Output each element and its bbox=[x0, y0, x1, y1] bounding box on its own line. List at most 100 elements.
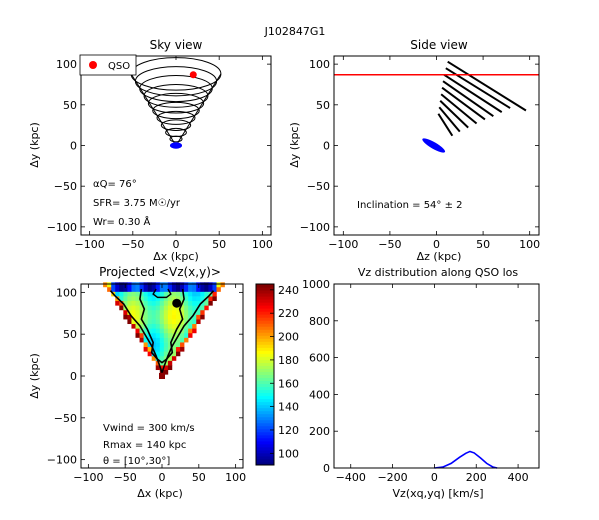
heatmap-cell bbox=[171, 305, 177, 311]
heatmap-cell bbox=[135, 323, 140, 329]
heatmap-cell bbox=[220, 282, 225, 288]
side-view-xtick-label: 50 bbox=[476, 238, 490, 251]
heatmap-cell bbox=[188, 323, 193, 329]
heatmap-cell bbox=[196, 286, 201, 292]
projected-vz-xlabel: Δx (kpc) bbox=[137, 487, 183, 500]
side-view-xtick-label: 0 bbox=[433, 238, 440, 251]
heatmap-cell bbox=[175, 337, 181, 343]
heatmap-cell bbox=[196, 319, 201, 325]
wind-line bbox=[447, 60, 527, 112]
colorbar-segment bbox=[256, 335, 274, 339]
heatmap-cell bbox=[167, 355, 173, 361]
legend-box bbox=[79, 54, 137, 76]
heatmap-cell bbox=[171, 282, 177, 288]
heatmap-cell bbox=[147, 309, 152, 315]
heatmap-cell bbox=[163, 282, 169, 288]
heatmap-cell bbox=[204, 282, 209, 288]
heatmap-cell bbox=[127, 314, 132, 320]
colorbar-segment bbox=[256, 422, 274, 427]
heatmap-cell bbox=[171, 296, 177, 302]
vz-distribution-line bbox=[434, 450, 498, 469]
heatmap-cell bbox=[192, 328, 197, 334]
heatmap-cell bbox=[115, 300, 120, 306]
legend-label: QSO bbox=[108, 61, 130, 72]
heatmap-cell bbox=[159, 305, 165, 311]
heatmap-cell bbox=[147, 319, 152, 325]
heatmap-cell bbox=[167, 351, 173, 357]
heatmap-cell bbox=[167, 360, 173, 366]
colorbar-segment bbox=[256, 461, 274, 466]
colorbar-segment bbox=[256, 353, 274, 357]
side-view-ytick-label: 100 bbox=[309, 58, 330, 71]
heatmap-cell bbox=[131, 282, 136, 288]
galaxy-disk bbox=[169, 142, 183, 149]
vz-distribution-xlabel: Vz(xq,yq) [km/s] bbox=[393, 487, 484, 500]
heatmap-cell bbox=[155, 346, 161, 352]
cone-ring bbox=[160, 119, 192, 131]
heatmap-cell bbox=[155, 296, 161, 302]
heatmap-cell bbox=[184, 337, 189, 343]
heatmap-cell bbox=[143, 286, 148, 292]
projected-vz-ylabel: Δy (kpc) bbox=[28, 353, 41, 399]
heatmap-cell bbox=[175, 282, 181, 288]
heatmap-cell bbox=[188, 305, 193, 311]
heatmap-cell bbox=[139, 332, 144, 338]
heatmap-cell bbox=[175, 286, 181, 292]
heatmap-cell bbox=[115, 291, 120, 297]
rmax-annotation: Rmax = 140 kpc bbox=[103, 440, 186, 451]
heatmap-cell bbox=[155, 351, 161, 357]
heatmap-cell bbox=[200, 300, 205, 306]
heatmap-cell bbox=[147, 282, 152, 288]
heatmap-cell bbox=[204, 300, 209, 306]
heatmap-cell bbox=[184, 286, 189, 292]
heatmap-cell bbox=[159, 346, 165, 352]
heatmap-cell bbox=[167, 309, 173, 315]
legend-marker bbox=[89, 61, 97, 69]
heatmap-cell bbox=[135, 286, 140, 292]
colorbar-tick-label: 200 bbox=[278, 331, 299, 344]
heatmap-cell bbox=[212, 291, 217, 297]
heatmap-cell bbox=[163, 351, 169, 357]
heatmap-cell bbox=[159, 342, 165, 348]
projected-vz-ytick-label: 100 bbox=[56, 286, 77, 299]
heatmap-cell bbox=[135, 291, 140, 297]
heatmap-cell bbox=[147, 323, 152, 329]
heatmap-cell bbox=[135, 296, 140, 302]
heatmap-cell bbox=[159, 296, 165, 302]
wind-line bbox=[443, 73, 503, 113]
heatmap-cell bbox=[167, 296, 173, 302]
cone-ring bbox=[139, 75, 213, 103]
heatmap-cell bbox=[171, 355, 177, 361]
colorbar-segment bbox=[256, 332, 274, 336]
projected-vz-ytick-label: −50 bbox=[54, 412, 77, 425]
vz-distribution-xtick-label: −200 bbox=[377, 471, 407, 484]
heatmap-cell bbox=[151, 355, 157, 361]
colorbar-segment bbox=[256, 431, 274, 436]
colorbar-segment bbox=[256, 320, 274, 324]
heatmap-cell bbox=[159, 319, 165, 325]
heatmap-cell bbox=[184, 328, 189, 334]
heatmap-cell bbox=[196, 296, 201, 302]
heatmap-cell bbox=[139, 319, 144, 325]
heatmap-cell bbox=[188, 314, 193, 320]
colorbar-segment bbox=[256, 425, 274, 430]
heatmap-cell bbox=[163, 300, 169, 306]
colorbar-segment bbox=[256, 341, 274, 345]
side-view-ylabel: Δy (kpc) bbox=[288, 122, 301, 168]
heatmap-cell bbox=[127, 300, 132, 306]
vz-distribution-ytick-label: 1000 bbox=[302, 278, 330, 291]
heatmap-cell bbox=[143, 346, 148, 352]
heatmap-cell bbox=[139, 337, 144, 343]
heatmap-cell bbox=[204, 291, 209, 297]
heatmap-cell bbox=[123, 300, 128, 306]
contour-line bbox=[161, 290, 215, 373]
heatmap-cell bbox=[123, 296, 128, 302]
colorbar-segment bbox=[256, 284, 274, 288]
heatmap-cell bbox=[111, 282, 116, 288]
contour-line bbox=[109, 290, 163, 373]
heatmap-cell bbox=[180, 282, 185, 288]
cone-ring bbox=[169, 135, 183, 143]
heatmap-cell bbox=[151, 328, 157, 334]
heatmap-cell bbox=[192, 282, 197, 288]
